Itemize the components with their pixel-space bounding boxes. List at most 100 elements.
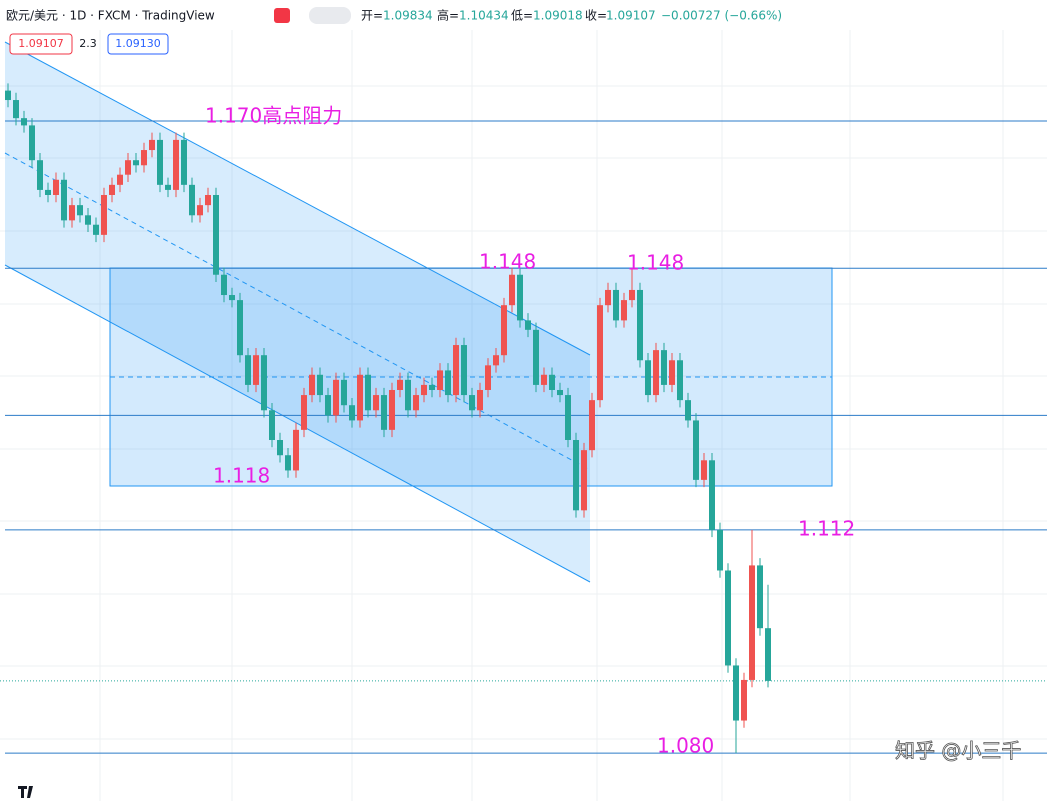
candle-body xyxy=(717,529,723,571)
candle-body xyxy=(445,370,451,396)
close-label: 收= xyxy=(585,9,607,23)
candle-body xyxy=(141,150,147,166)
candle-body xyxy=(589,400,595,451)
high-value: 1.10434 xyxy=(459,9,509,23)
candle-body xyxy=(701,460,707,480)
candle-body xyxy=(165,184,171,190)
candle-body xyxy=(373,395,379,411)
candle-body xyxy=(645,360,651,396)
candle-body xyxy=(733,665,739,721)
candle-body xyxy=(221,274,227,296)
candle-body xyxy=(685,400,691,421)
candle-body xyxy=(493,355,499,366)
candle-body xyxy=(549,374,555,390)
candle-body xyxy=(93,224,99,235)
tv-logo[interactable] xyxy=(18,786,33,798)
candle-body xyxy=(157,139,163,185)
candle-body xyxy=(365,374,371,411)
ask-box[interactable] xyxy=(107,33,169,55)
candle-body xyxy=(653,350,659,396)
candle-body xyxy=(269,410,275,441)
candle-body xyxy=(629,289,635,301)
open-label: 开= xyxy=(361,9,383,23)
candle-body xyxy=(453,345,459,396)
symbol: 欧元/美元 · 1D · FXCM · TradingView xyxy=(6,9,215,23)
candle-body xyxy=(485,365,491,390)
candle-body xyxy=(77,205,83,216)
candle-body xyxy=(245,355,251,385)
candle-body xyxy=(597,305,603,401)
candle-body xyxy=(557,389,563,396)
annotation: 1.148 xyxy=(479,250,536,274)
candle-body xyxy=(261,355,267,411)
candle-body xyxy=(605,289,611,306)
candle-body xyxy=(693,420,699,480)
candle-body xyxy=(29,125,35,161)
candle-body xyxy=(325,395,331,416)
candle-body xyxy=(573,440,579,511)
candle-body xyxy=(133,160,139,166)
ask: 1.09130 xyxy=(115,37,161,50)
candle-body xyxy=(293,429,299,471)
watermark: 知乎 @小三千 xyxy=(895,739,1021,763)
candle-body xyxy=(357,374,363,421)
candle-body xyxy=(341,379,347,406)
candle-body xyxy=(149,139,155,151)
candle-body xyxy=(229,295,235,301)
candle-body xyxy=(669,360,675,385)
candle-body xyxy=(197,205,203,216)
bid: 1.09107 xyxy=(18,37,64,50)
flag-icon[interactable] xyxy=(274,8,290,23)
annotation: 1.080 xyxy=(657,734,714,758)
candle-body xyxy=(277,440,283,456)
bid-box[interactable] xyxy=(9,33,73,55)
candle-body xyxy=(205,194,211,206)
candle-body xyxy=(213,194,219,275)
low-label: 低= xyxy=(511,9,533,23)
candle-body xyxy=(117,174,123,185)
annotation: 1.118 xyxy=(213,464,270,488)
candle-body xyxy=(741,679,747,721)
header-bar xyxy=(0,0,1047,30)
candle-body xyxy=(541,374,547,385)
candle-body xyxy=(461,345,467,396)
open-value: 1.09834 xyxy=(383,9,433,23)
candle-body xyxy=(437,370,443,390)
candle-body xyxy=(317,374,323,396)
candle-body xyxy=(517,274,523,321)
candle-body xyxy=(285,455,291,471)
candle-body xyxy=(309,374,315,396)
candle-body xyxy=(397,379,403,390)
grid xyxy=(0,30,1047,801)
candle-body xyxy=(181,139,187,185)
candle-body xyxy=(525,320,531,330)
indicator-toggle[interactable] xyxy=(309,7,351,24)
candle-body xyxy=(389,389,395,430)
candle-body xyxy=(53,179,59,195)
candle-body xyxy=(61,179,67,221)
candle-body xyxy=(301,395,307,430)
spread: 2.3 xyxy=(79,37,97,50)
candle-body xyxy=(85,215,91,225)
candle-body xyxy=(613,289,619,321)
candle-body xyxy=(173,139,179,190)
candle-body xyxy=(253,355,259,385)
candle-body xyxy=(37,160,43,190)
channel-upper xyxy=(4,41,591,356)
candle-body xyxy=(13,100,19,119)
candle-body xyxy=(725,570,731,666)
candle-body xyxy=(765,628,771,681)
candle-body xyxy=(413,395,419,411)
candle-body xyxy=(509,274,515,306)
candle-body xyxy=(501,305,507,356)
candle-body xyxy=(405,379,411,411)
candle-body xyxy=(661,350,667,385)
annotation: 1.112 xyxy=(798,517,855,541)
annotation: 1.170高点阻力 xyxy=(205,104,342,128)
candle-body xyxy=(757,565,763,629)
candle-body xyxy=(565,395,571,441)
candle-body xyxy=(477,389,483,411)
candle-body xyxy=(109,184,115,195)
candle-body xyxy=(333,379,339,416)
